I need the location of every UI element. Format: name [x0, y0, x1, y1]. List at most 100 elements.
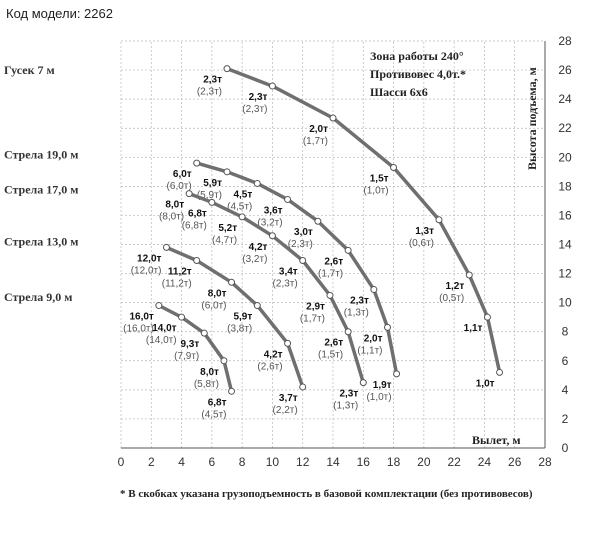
y-tick-label: 0	[562, 441, 569, 455]
y-tick-label: 14	[558, 238, 572, 252]
load-label: 9,3т	[180, 339, 199, 350]
load-label: 1,2т	[445, 281, 464, 292]
y-tick-label: 4	[562, 383, 569, 397]
load-label: 8,0т	[165, 200, 184, 211]
base-load-label: (2,3т)	[197, 87, 222, 98]
series-line	[164, 245, 305, 389]
base-load-label: (11,2т)	[162, 278, 192, 289]
series-5: Стрела 9,0 м 16,0т(16,0т)14,0т(14,0т) 9,3т…	[4, 290, 236, 420]
y-axis-label: Высота подъема, м	[525, 67, 539, 170]
info-counterweight: Противовес 4,0т.*	[370, 67, 466, 81]
base-load-label: (1,3т)	[333, 401, 358, 412]
x-axis-label: Вылет, м	[472, 433, 521, 447]
x-tick-label: 2	[148, 455, 155, 469]
load-label: 2,3т	[249, 92, 268, 103]
series-line	[187, 191, 366, 385]
load-label: 3,4т	[279, 266, 298, 277]
y-tick-label: 10	[558, 296, 572, 310]
data-point	[496, 368, 504, 376]
series-label: Стрела 9,0 м	[4, 290, 72, 304]
base-load-label: (1,7т)	[318, 268, 343, 279]
load-label: 2,6т	[324, 338, 343, 349]
data-point	[326, 291, 334, 299]
axes: 0 2 4 6 8 10 12 14 16 18 20 22 24 26 28024681012141618…	[118, 34, 572, 469]
load-label: 16,0т	[129, 312, 153, 323]
base-load-label: (2,3т)	[242, 104, 267, 115]
load-label: 1,9т	[373, 380, 392, 391]
base-load-label: (2,3т)	[288, 239, 313, 250]
model-code: Код модели: 2262	[6, 6, 113, 21]
series-3: Стрела 17,0 м8,0т(8,0т) 6,8т(6,8т) 5,2т(4,…	[4, 182, 367, 412]
base-load-label: (12,0т)	[131, 265, 162, 276]
load-label: 8,0т	[200, 367, 219, 378]
base-load-label: (4,5т)	[227, 201, 252, 212]
data-point	[390, 163, 398, 171]
load-label: 4,5т	[233, 189, 252, 200]
x-tick-label: 0	[118, 455, 125, 469]
y-tick-label: 28	[558, 34, 572, 48]
data-point	[384, 323, 392, 331]
data-point	[393, 370, 401, 378]
series-label: Стрела 19,0 м	[4, 147, 78, 161]
base-load-label: (3,8т)	[227, 324, 252, 335]
load-label: 1,0т	[476, 378, 495, 389]
y-tick-label: 18	[558, 179, 572, 193]
y-tick-label: 22	[558, 121, 572, 135]
data-point	[162, 243, 170, 251]
load-label: 2,6т	[324, 256, 343, 267]
load-label: 2,3т	[203, 75, 222, 86]
base-load-label: (1,0т)	[363, 185, 388, 196]
data-point	[253, 302, 261, 310]
y-tick-label: 12	[558, 267, 572, 281]
series-group: Гусек 7 м2,3т(2,3т) 2,3т(2,3т)2,0т(1,7т)1…	[4, 63, 504, 420]
x-tick-label: 20	[417, 455, 431, 469]
load-label: 4,2т	[249, 242, 268, 253]
series-label: Стрела 13,0 м	[4, 235, 78, 249]
base-load-label: (1,7т)	[300, 313, 325, 324]
y-tick-label: 24	[558, 92, 572, 106]
series-label: Гусек 7 м	[4, 63, 55, 77]
data-point	[344, 328, 352, 336]
data-point	[200, 329, 208, 337]
data-point	[359, 379, 367, 387]
y-tick-label: 8	[562, 325, 569, 339]
load-label: 1,1т	[464, 323, 483, 334]
data-point	[268, 82, 276, 90]
base-load-label: (3,2т)	[257, 217, 282, 228]
base-load-label: (3,2т)	[242, 254, 267, 265]
data-point	[228, 387, 236, 395]
data-point	[193, 159, 201, 167]
data-point	[344, 246, 352, 254]
y-tick-label: 16	[558, 208, 572, 222]
load-label: 6,0т	[173, 169, 192, 180]
load-label: 1,5т	[370, 173, 389, 184]
load-label: 2,0т	[309, 124, 328, 135]
load-label: 4,2т	[264, 349, 283, 360]
x-tick-label: 10	[266, 455, 280, 469]
series-2: Стрела 19,0 м6,0т(6,0т) 5,9т(5,9т) 4,5т(4,…	[4, 147, 401, 403]
load-label: 3,7т	[279, 393, 298, 404]
base-load-label: (0,5т)	[439, 293, 464, 304]
x-tick-label: 12	[296, 455, 310, 469]
data-point	[223, 168, 231, 176]
data-point	[228, 278, 236, 286]
base-load-label: (5,8т)	[194, 379, 219, 390]
data-point	[268, 232, 276, 240]
base-load-label: (4,5т)	[201, 409, 226, 420]
x-tick-label: 26	[508, 455, 522, 469]
base-load-label: (6,0т)	[167, 181, 192, 192]
data-point	[193, 256, 201, 264]
base-load-label: (6,8т)	[182, 220, 207, 231]
base-load-label: (0,6т)	[409, 238, 434, 249]
load-label: 12,0т	[137, 253, 161, 264]
base-load-label: (6,0т)	[201, 300, 226, 311]
data-point	[223, 65, 231, 73]
base-load-label: (4,7т)	[212, 235, 237, 246]
base-load-label: (8,0т)	[159, 212, 184, 223]
x-tick-label: 22	[447, 455, 461, 469]
data-point	[284, 339, 292, 347]
series-4: Стрела 13,0 м 12,0т(12,0т) 11,2т(11,2т) 8,0…	[4, 235, 307, 416]
data-point	[253, 179, 261, 187]
base-load-label: (14,0т)	[146, 335, 177, 346]
x-tick-label: 18	[387, 455, 401, 469]
